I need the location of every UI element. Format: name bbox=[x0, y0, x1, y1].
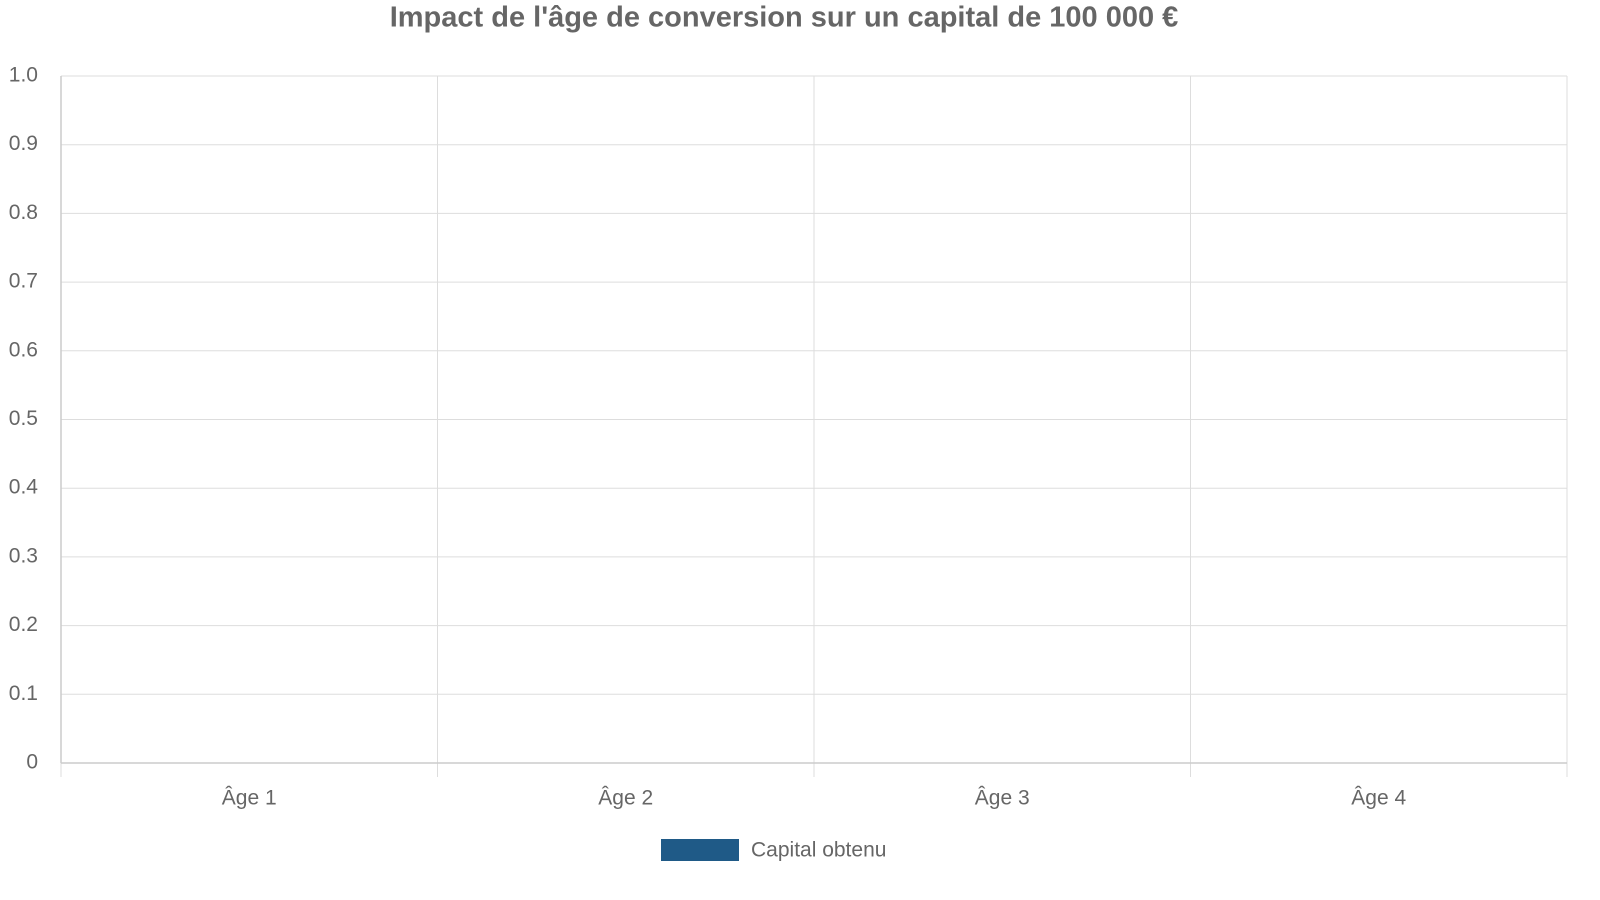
legend-label: Capital obtenu bbox=[751, 839, 886, 862]
y-tick-label: 0 bbox=[26, 751, 38, 774]
y-tick-label: 0.2 bbox=[9, 613, 38, 636]
chart-title: Impact de l'âge de conversion sur un cap… bbox=[390, 2, 1179, 34]
y-tick-label: 0.6 bbox=[9, 338, 38, 361]
legend-swatch bbox=[661, 839, 739, 861]
x-tick-label: Âge 2 bbox=[598, 787, 653, 810]
y-tick-label: 0.1 bbox=[9, 682, 38, 705]
y-tick-label: 1.0 bbox=[9, 64, 38, 87]
x-tick-label: Âge 1 bbox=[222, 787, 277, 810]
y-tick-label: 0.4 bbox=[9, 476, 39, 499]
y-tick-label: 0.3 bbox=[9, 544, 38, 567]
y-tick-label: 0.7 bbox=[9, 270, 38, 293]
y-tick-label: 0.5 bbox=[9, 407, 38, 430]
x-tick-label: Âge 3 bbox=[975, 787, 1030, 810]
y-tick-label: 0.9 bbox=[9, 132, 38, 155]
y-tick-label: 0.8 bbox=[9, 201, 38, 224]
x-tick-label: Âge 4 bbox=[1351, 787, 1406, 810]
